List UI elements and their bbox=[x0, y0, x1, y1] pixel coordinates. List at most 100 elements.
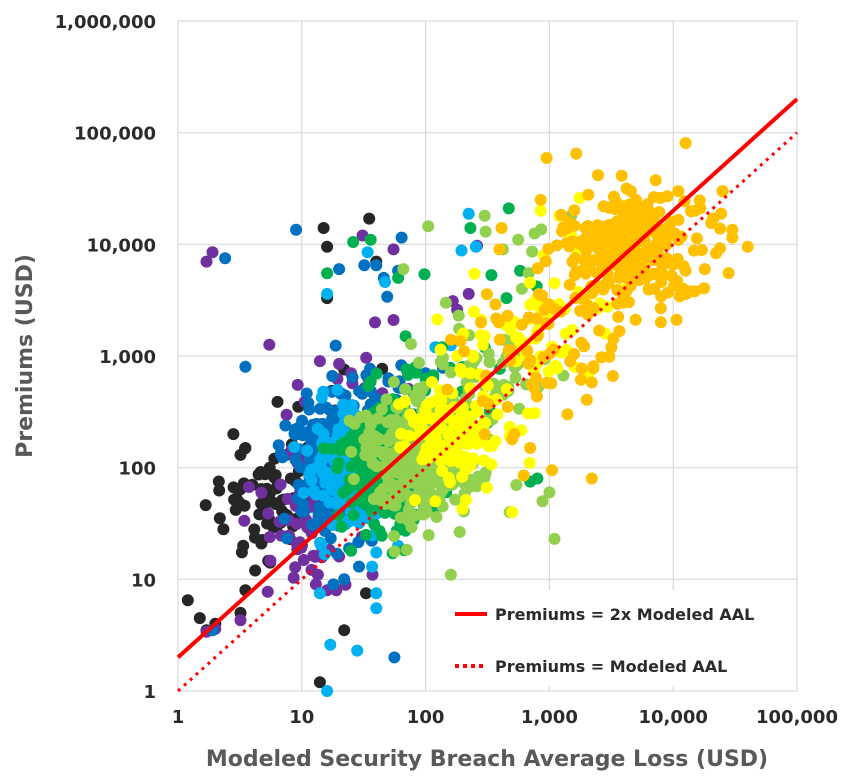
data-point bbox=[248, 523, 261, 536]
data-point bbox=[605, 341, 618, 354]
data-point bbox=[330, 497, 343, 510]
data-point bbox=[213, 512, 226, 525]
data-point bbox=[534, 193, 547, 206]
data-point bbox=[653, 206, 666, 218]
data-point bbox=[387, 376, 400, 388]
data-point bbox=[670, 313, 683, 326]
data-point bbox=[263, 531, 276, 543]
reference-line-2x bbox=[176, 97, 799, 659]
data-point bbox=[513, 402, 526, 415]
x-axis-label: Modeled Security Breach Average Loss (US… bbox=[206, 747, 768, 772]
data-point bbox=[689, 204, 701, 217]
data-point bbox=[200, 255, 213, 268]
data-point bbox=[307, 485, 320, 498]
data-point bbox=[389, 413, 402, 426]
data-point bbox=[468, 267, 481, 280]
data-point bbox=[351, 644, 364, 657]
data-point bbox=[493, 333, 506, 346]
data-point bbox=[430, 511, 443, 523]
data-point bbox=[326, 370, 339, 382]
data-point bbox=[564, 355, 577, 368]
data-point bbox=[610, 202, 623, 215]
data-point bbox=[667, 258, 679, 271]
data-point bbox=[592, 169, 604, 182]
data-point bbox=[370, 546, 383, 559]
data-point bbox=[181, 594, 194, 607]
data-point bbox=[347, 473, 360, 486]
data-point bbox=[324, 638, 337, 651]
data-point bbox=[539, 255, 552, 268]
data-point bbox=[347, 236, 360, 248]
data-point bbox=[478, 209, 491, 222]
data-point bbox=[478, 428, 491, 441]
data-point bbox=[227, 428, 240, 441]
data-point bbox=[434, 355, 447, 368]
data-point bbox=[628, 222, 641, 234]
data-point bbox=[415, 422, 428, 435]
data-point bbox=[281, 532, 293, 545]
data-point bbox=[296, 414, 309, 427]
data-point bbox=[291, 378, 304, 391]
data-point bbox=[458, 345, 471, 358]
data-point bbox=[584, 256, 597, 268]
data-point bbox=[327, 578, 340, 591]
data-point bbox=[321, 267, 334, 280]
data-point bbox=[199, 499, 212, 512]
data-point bbox=[400, 543, 413, 556]
data-point bbox=[660, 238, 673, 251]
data-point bbox=[193, 612, 206, 625]
data-point bbox=[468, 479, 481, 492]
data-point bbox=[418, 268, 431, 281]
data-point bbox=[310, 517, 322, 530]
data-point bbox=[464, 367, 477, 380]
data-point bbox=[574, 373, 587, 386]
data-point bbox=[313, 587, 326, 600]
data-point bbox=[373, 493, 386, 506]
data-point bbox=[439, 296, 452, 309]
data-point bbox=[654, 316, 667, 329]
data-point bbox=[395, 427, 407, 440]
data-point bbox=[400, 469, 413, 482]
data-point bbox=[501, 383, 513, 396]
data-point bbox=[517, 469, 530, 482]
data-point bbox=[536, 495, 549, 508]
data-point bbox=[297, 554, 310, 566]
data-point bbox=[464, 222, 477, 234]
data-point bbox=[235, 546, 248, 559]
x-tick-label: 100,000 bbox=[756, 707, 838, 728]
data-point bbox=[479, 225, 492, 238]
data-point bbox=[377, 483, 390, 495]
data-point bbox=[370, 259, 383, 272]
data-point bbox=[698, 263, 711, 276]
data-point bbox=[289, 453, 302, 466]
data-point bbox=[271, 395, 284, 408]
data-point bbox=[506, 506, 519, 519]
data-point bbox=[353, 560, 365, 573]
data-point bbox=[469, 240, 482, 253]
data-point bbox=[679, 137, 692, 150]
data-point bbox=[475, 316, 487, 329]
data-point bbox=[364, 414, 376, 427]
data-point bbox=[655, 264, 668, 277]
data-point bbox=[478, 330, 491, 343]
data-point bbox=[563, 216, 575, 229]
data-point bbox=[412, 356, 425, 369]
data-point bbox=[493, 243, 506, 256]
data-point bbox=[337, 486, 350, 499]
data-point bbox=[272, 439, 285, 452]
data-point bbox=[540, 376, 553, 389]
data-point bbox=[620, 230, 633, 243]
data-point bbox=[531, 262, 544, 275]
data-point bbox=[370, 587, 383, 600]
data-point bbox=[234, 614, 247, 627]
data-point bbox=[482, 347, 495, 360]
data-point bbox=[570, 147, 583, 160]
data-point bbox=[213, 484, 226, 497]
data-point bbox=[548, 277, 561, 290]
data-point bbox=[433, 396, 446, 409]
y-tick-label: 10,000 bbox=[87, 235, 156, 256]
y-tick-label: 10 bbox=[131, 570, 156, 591]
data-point bbox=[352, 536, 365, 549]
data-point bbox=[378, 446, 391, 459]
data-point bbox=[741, 240, 754, 253]
